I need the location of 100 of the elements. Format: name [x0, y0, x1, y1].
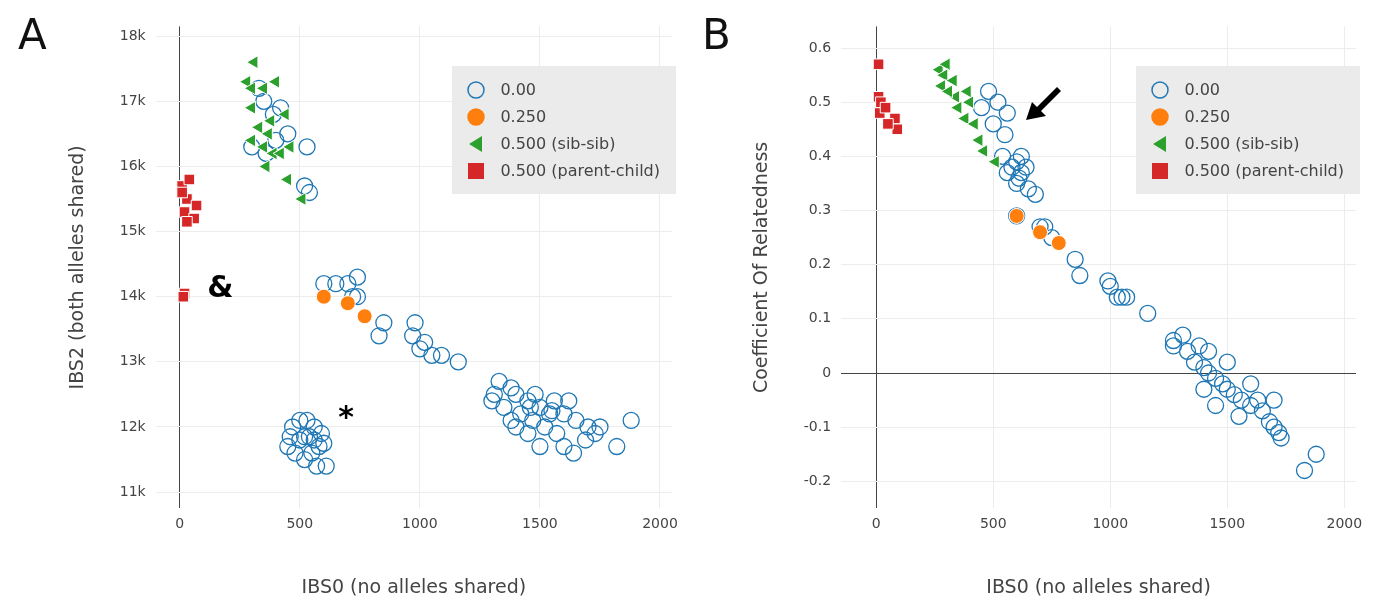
- point: [262, 113, 276, 128]
- point: [176, 186, 188, 199]
- x-tick-label: 0: [871, 515, 881, 532]
- point: [1206, 369, 1225, 388]
- point: [255, 139, 269, 154]
- y-tick-label: 16k: [119, 157, 147, 174]
- y-tick-label: 0.4: [808, 147, 832, 164]
- y-tick-label: 18k: [119, 26, 147, 43]
- point: [972, 98, 991, 117]
- point: [1050, 235, 1067, 252]
- point: [872, 58, 885, 71]
- point: [1174, 326, 1192, 344]
- point: [246, 55, 259, 70]
- point: [1265, 391, 1283, 409]
- point: [1008, 153, 1026, 171]
- point: [1195, 380, 1213, 398]
- point: [1295, 461, 1314, 480]
- point: [1012, 147, 1030, 166]
- annotation: *: [338, 398, 355, 434]
- point: [1199, 342, 1218, 360]
- point: [971, 133, 984, 148]
- annotation: &: [207, 268, 234, 304]
- x-axis-title: IBS0 (no alleles shared): [986, 574, 1211, 597]
- y-tick-label: 0: [822, 363, 832, 380]
- point: [1230, 407, 1248, 425]
- point: [1185, 353, 1204, 371]
- chart-title: B: [702, 10, 731, 59]
- point: [1071, 266, 1089, 285]
- y-tick-label: 14k: [119, 287, 147, 304]
- legend-label: 0.500 (parent-child): [1184, 161, 1344, 180]
- point: [181, 216, 193, 228]
- point: [966, 116, 979, 131]
- point: [957, 111, 970, 126]
- point: [1213, 375, 1232, 393]
- point: [961, 95, 975, 110]
- point: [243, 133, 257, 148]
- legend-label: 0.500 (sib-sib): [1184, 134, 1300, 153]
- point: [258, 159, 271, 174]
- point: [1008, 174, 1026, 193]
- y-axis-title: Coefficient Of Relatedness: [749, 141, 772, 394]
- point: [1066, 250, 1084, 268]
- x-tick-label: 2000: [642, 515, 678, 532]
- point: [1270, 423, 1288, 442]
- point: [1218, 380, 1236, 398]
- point: [190, 199, 203, 212]
- point: [1242, 375, 1260, 393]
- point: [940, 84, 954, 99]
- x-tick-label: 500: [286, 515, 314, 532]
- point: [279, 172, 293, 187]
- point: [998, 104, 1016, 122]
- point: [294, 192, 307, 206]
- point: [1307, 445, 1325, 463]
- point: [1265, 418, 1283, 436]
- y-axis-title: IBS2 (both alleles shared): [65, 145, 88, 390]
- point: [267, 74, 281, 89]
- point: [987, 154, 1000, 169]
- point: [882, 118, 894, 130]
- legend-label: 0.00: [1184, 80, 1221, 99]
- x-tick-label: 2000: [1326, 515, 1363, 532]
- point: [1117, 288, 1136, 306]
- point: [1101, 277, 1119, 296]
- point: [959, 84, 972, 99]
- point: [282, 139, 295, 154]
- y-tick-label: -0.1: [803, 417, 832, 434]
- point: [998, 163, 1016, 182]
- legend-label: 0.00: [500, 80, 537, 99]
- point: [1099, 272, 1117, 290]
- point: [1178, 342, 1197, 360]
- point: [938, 57, 951, 72]
- x-axis-title: IBS0 (no alleles shared): [301, 574, 527, 597]
- point: [1190, 337, 1208, 355]
- point: [1017, 158, 1035, 176]
- point: [975, 143, 989, 158]
- x-tick-label: 1500: [1209, 515, 1246, 532]
- point: [1232, 391, 1250, 409]
- point: [183, 173, 196, 186]
- point: [1003, 158, 1021, 176]
- point: [945, 73, 958, 88]
- point: [250, 120, 264, 135]
- y-tick-label: 0.5: [808, 92, 832, 109]
- point: [1195, 358, 1213, 377]
- x-tick-label: 1500: [522, 515, 558, 532]
- point: [1260, 413, 1279, 431]
- point: [1164, 337, 1183, 355]
- y-tick-label: 0.1: [808, 309, 832, 326]
- point: [1108, 288, 1126, 306]
- point: [1113, 288, 1131, 306]
- point: [243, 100, 257, 115]
- y-tick-label: 0.3: [808, 201, 832, 218]
- point: [950, 100, 963, 115]
- point: [984, 115, 1002, 133]
- legend-label: 0.250: [1184, 107, 1231, 126]
- legend-label: 0.500 (sib-sib): [500, 134, 616, 153]
- point: [1218, 353, 1236, 371]
- y-tick-label: 17k: [119, 91, 147, 108]
- x-tick-label: 0: [175, 515, 185, 532]
- point: [277, 107, 290, 122]
- point: [1225, 386, 1243, 404]
- point: [1019, 180, 1037, 198]
- point: [1036, 218, 1054, 236]
